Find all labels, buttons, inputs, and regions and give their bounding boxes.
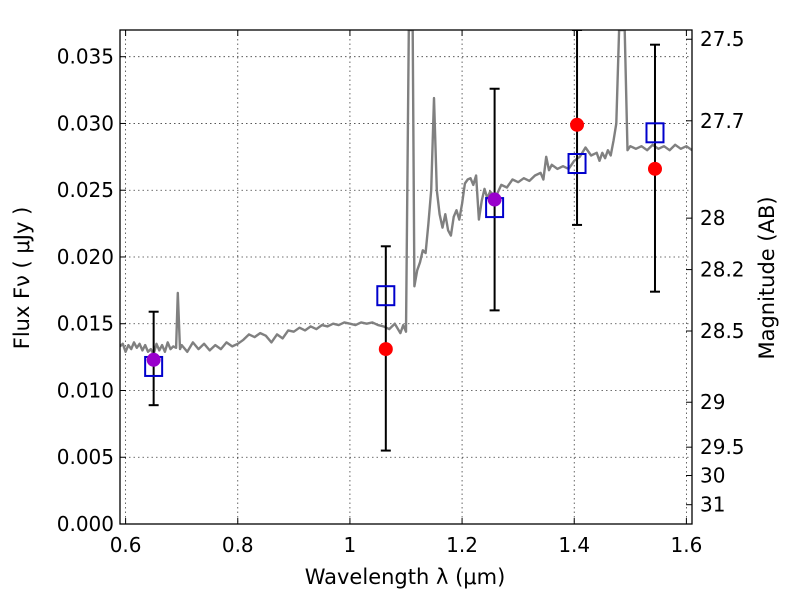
observed-circle-marker [378,342,393,357]
tick-layer: 0.6 0.8 1 1.2 1.4 1.6 0.000 0.005 0.010 0.015 0.02… [57,27,745,557]
observed-circle-marker [570,117,585,132]
x-tick-label: 1 [344,533,357,557]
y-tick-label: 0.030 [57,111,114,135]
y-axis-title: Flux Fν ( μJy ) [10,207,34,350]
y2-tick-label: 29 [700,390,725,414]
y2-tick-label: 28.5 [700,319,745,343]
y-tick-label: 0.010 [57,378,114,402]
model-square-marker [645,122,665,144]
x-tick-label: 0.8 [222,533,254,557]
y-tick-label: 0.005 [57,445,114,469]
errorbar-layer [148,30,660,452]
observed-circle-marker [647,161,662,176]
y2-tick-label: 29.5 [700,435,745,459]
observed-circle-marker [146,352,161,367]
y-tick-label: 0.015 [57,312,114,336]
y-tick-label: 0.020 [57,245,114,269]
x-tick-label: 0.6 [110,533,142,557]
observed-circle-marker [487,192,502,207]
x-axis-title: Wavelength λ (μm) [305,565,506,589]
spectrum-line [120,30,692,356]
y-tick-label: 0.025 [57,178,114,202]
y-tick-label: 0.000 [57,512,114,536]
y2-tick-label: 28.2 [700,258,745,282]
spectrum-layer [120,30,692,356]
x-tick-label: 1.2 [446,533,478,557]
y2-axis-title: Magnitude (AB) [755,196,779,359]
y2-tick-label: 27.7 [700,109,745,133]
marker-layer [144,117,665,377]
y2-tick-label: 28 [700,206,725,230]
model-square-marker [376,285,396,307]
plot-frame [119,29,693,525]
y2-tick-label: 31 [700,493,725,517]
y2-tick-label: 30 [700,464,725,488]
y2-tick-label: 27.5 [700,27,745,51]
y-tick-label: 0.035 [57,45,114,69]
x-tick-label: 1.6 [670,533,702,557]
model-square-marker [567,153,587,175]
x-tick-label: 1.4 [558,533,590,557]
